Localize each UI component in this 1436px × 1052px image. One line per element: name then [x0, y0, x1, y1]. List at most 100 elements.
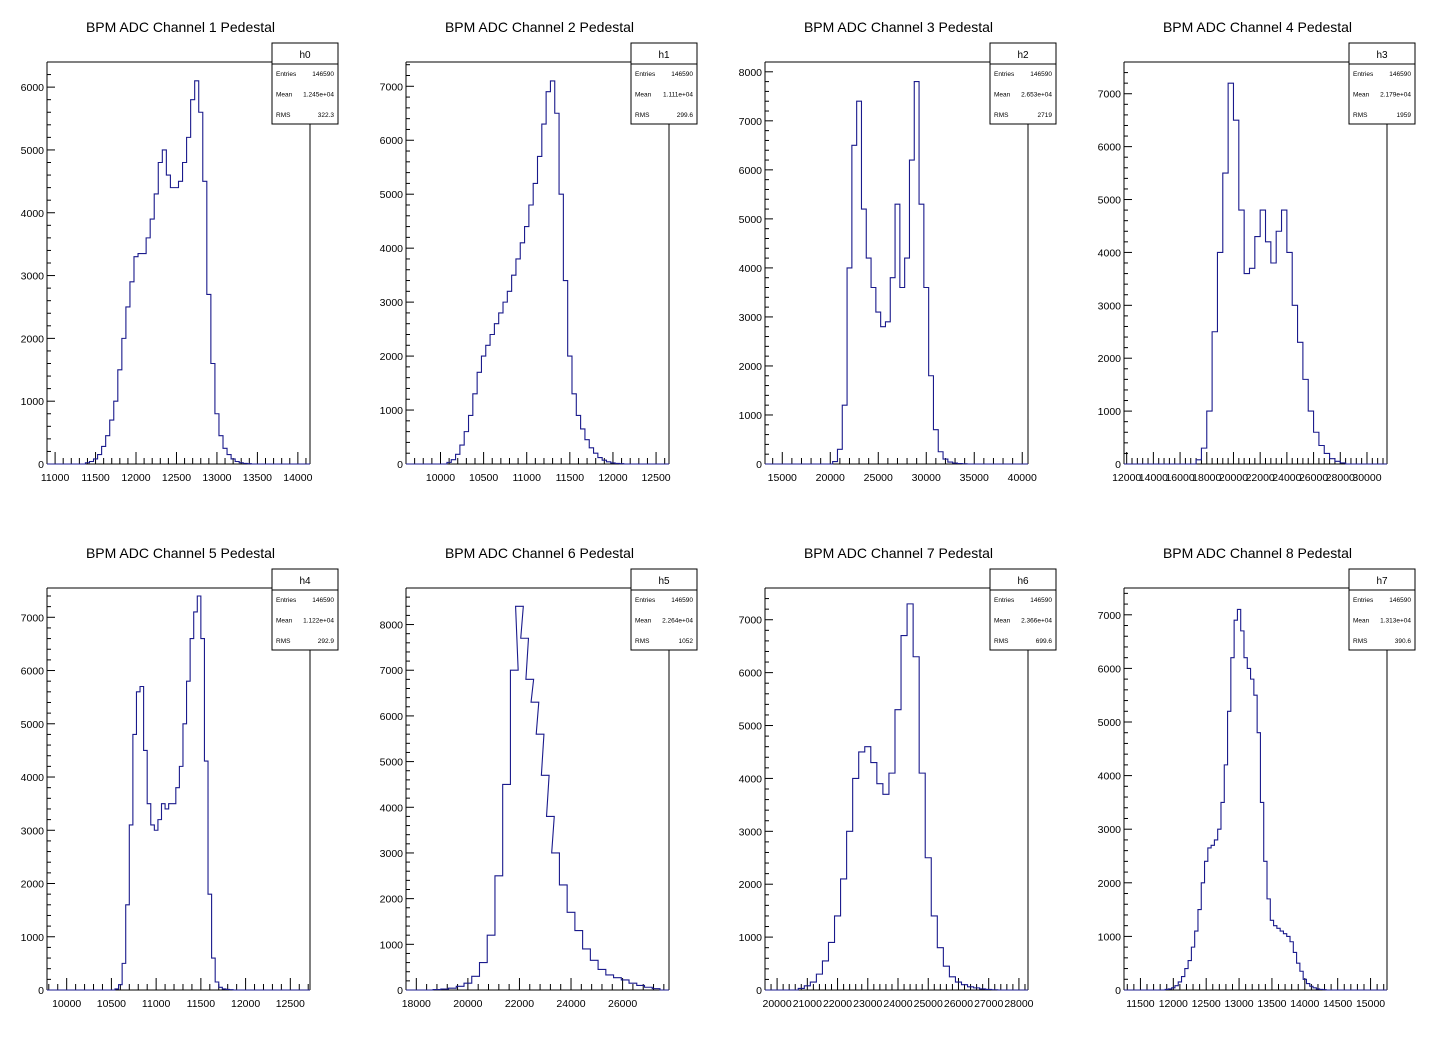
y-tick-label: 6000	[739, 668, 763, 680]
y-tick-label: 5000	[1098, 717, 1122, 729]
x-tick-label: 13500	[243, 472, 272, 484]
x-tick-label: 13500	[1257, 998, 1286, 1010]
y-tick-label: 5000	[1098, 195, 1122, 207]
stats-box-frame	[989, 568, 1057, 651]
y-tick-label: 3000	[21, 825, 45, 837]
histogram-title: BPM ADC Channel 7 Pedestal	[804, 545, 993, 561]
y-tick-label: 4000	[380, 802, 404, 814]
x-tick-label: 10500	[97, 998, 126, 1010]
stats-entries-label: Entries	[994, 597, 1015, 604]
x-tick-label: 22000	[505, 998, 534, 1010]
stats-histogram-name: h3	[1376, 50, 1388, 61]
x-tick-label: 11000	[513, 472, 542, 484]
stats-entries-value: 146590	[312, 71, 334, 78]
stats-histogram-name: h2	[1017, 50, 1029, 61]
histogram-line	[765, 603, 1028, 991]
stats-histogram-name: h4	[299, 576, 311, 587]
stats-rms-label: RMS	[276, 112, 291, 119]
y-tick-label: 2000	[21, 333, 45, 345]
stats-rms-value: 1959	[1397, 112, 1412, 119]
x-tick-label: 24000	[1272, 472, 1301, 484]
stats-entries-label: Entries	[1353, 71, 1374, 78]
stats-box-frame	[630, 42, 698, 125]
stats-box: h7 Entries 146590 Mean 1.313e+04 RMS 390.6	[1348, 568, 1416, 651]
histogram-panel: BPM ADC Channel 6 Pedestal 18000 20000 2200…	[359, 526, 718, 1052]
x-tick-label: 16000	[1165, 472, 1194, 484]
y-tick-label: 7000	[739, 615, 763, 627]
histogram-panel: BPM ADC Channel 3 Pedestal 15000 20000 2500…	[718, 0, 1077, 526]
y-tick-label: 3000	[380, 297, 404, 309]
stats-box-frame	[1348, 568, 1416, 651]
y-tick-label: 1000	[380, 405, 404, 417]
stats-entries-value: 146590	[1389, 71, 1411, 78]
y-tick-label: 6000	[1098, 663, 1122, 675]
y-tick-label: 2000	[739, 879, 763, 891]
y-tick-label: 4000	[1098, 771, 1122, 783]
x-tick-label: 20000	[453, 998, 482, 1010]
stats-mean-value: 1.111e+04	[663, 92, 693, 99]
histogram-title: BPM ADC Channel 4 Pedestal	[1163, 19, 1352, 35]
y-tick-label: 2000	[21, 879, 45, 891]
x-tick-label: 10500	[469, 472, 498, 484]
x-tick-label: 11500	[187, 998, 216, 1010]
stats-entries-label: Entries	[1353, 597, 1374, 604]
x-tick-label: 11000	[41, 472, 70, 484]
y-tick-label: 4000	[21, 772, 45, 784]
stats-mean-label: Mean	[635, 92, 652, 99]
y-tick-label: 6000	[380, 711, 404, 723]
stats-entries-label: Entries	[994, 71, 1015, 78]
histogram-line	[406, 80, 669, 465]
stats-mean-value: 2.179e+04	[1380, 92, 1411, 99]
x-tick-label: 21000	[793, 998, 822, 1010]
histogram-panel: BPM ADC Channel 1 Pedestal 11000 11500 1200…	[0, 0, 359, 526]
stats-histogram-name: h0	[299, 50, 311, 61]
y-tick-label: 4000	[1098, 247, 1122, 259]
y-tick-label: 4000	[739, 773, 763, 785]
stats-mean-label: Mean	[1353, 92, 1370, 99]
y-tick-label: 1000	[1098, 406, 1122, 418]
y-tick-label: 7000	[1098, 610, 1122, 622]
y-tick-label: 3000	[1098, 824, 1122, 836]
y-tick-label: 1000	[21, 932, 45, 944]
histogram-title: BPM ADC Channel 5 Pedestal	[86, 545, 275, 561]
y-tick-label: 2000	[380, 351, 404, 363]
stats-box-frame	[271, 42, 339, 125]
y-tick-label: 0	[38, 459, 44, 471]
stats-box: h3 Entries 146590 Mean 2.179e+04 RMS 1959	[1348, 42, 1416, 125]
x-tick-label: 12500	[162, 472, 191, 484]
stats-rms-label: RMS	[1353, 112, 1368, 119]
x-tick-label: 28000	[1326, 472, 1355, 484]
stats-box: h2 Entries 146590 Mean 2.653e+04 RMS 2719	[989, 42, 1057, 125]
stats-mean-label: Mean	[276, 618, 293, 625]
histogram-line	[765, 81, 1028, 465]
x-tick-label: 14000	[283, 472, 312, 484]
y-tick-label: 0	[756, 459, 762, 471]
stats-mean-value: 2.653e+04	[1021, 92, 1052, 99]
stats-mean-label: Mean	[994, 618, 1011, 625]
stats-mean-label: Mean	[276, 92, 293, 99]
y-tick-label: 4000	[380, 243, 404, 255]
stats-histogram-name: h1	[658, 50, 670, 61]
x-tick-label: 15000	[768, 472, 797, 484]
histogram-svg: BPM ADC Channel 4 Pedestal 12000140001600…	[1098, 19, 1416, 484]
x-tick-label: 22000	[823, 998, 852, 1010]
y-tick-label: 1000	[739, 932, 763, 944]
histogram-line	[47, 595, 310, 991]
x-tick-label: 27000	[974, 998, 1003, 1010]
stats-rms-value: 292.9	[318, 638, 335, 645]
y-tick-label: 4000	[739, 263, 763, 275]
stats-box: h5 Entries 146590 Mean 2.264e+04 RMS 1052	[630, 568, 698, 651]
x-tick-label: 12500	[1192, 998, 1221, 1010]
stats-rms-value: 390.6	[1395, 638, 1412, 645]
y-tick-label: 5000	[739, 214, 763, 226]
stats-box: h4 Entries 146590 Mean 1.122e+04 RMS 292.9	[271, 568, 339, 651]
stats-box-frame	[1348, 42, 1416, 125]
stats-histogram-name: h5	[658, 576, 670, 587]
y-tick-label: 7000	[739, 116, 763, 128]
x-tick-label: 22000	[1246, 472, 1275, 484]
histogram-title: BPM ADC Channel 1 Pedestal	[86, 19, 275, 35]
x-tick-label: 35000	[960, 472, 989, 484]
stats-rms-label: RMS	[994, 112, 1009, 119]
